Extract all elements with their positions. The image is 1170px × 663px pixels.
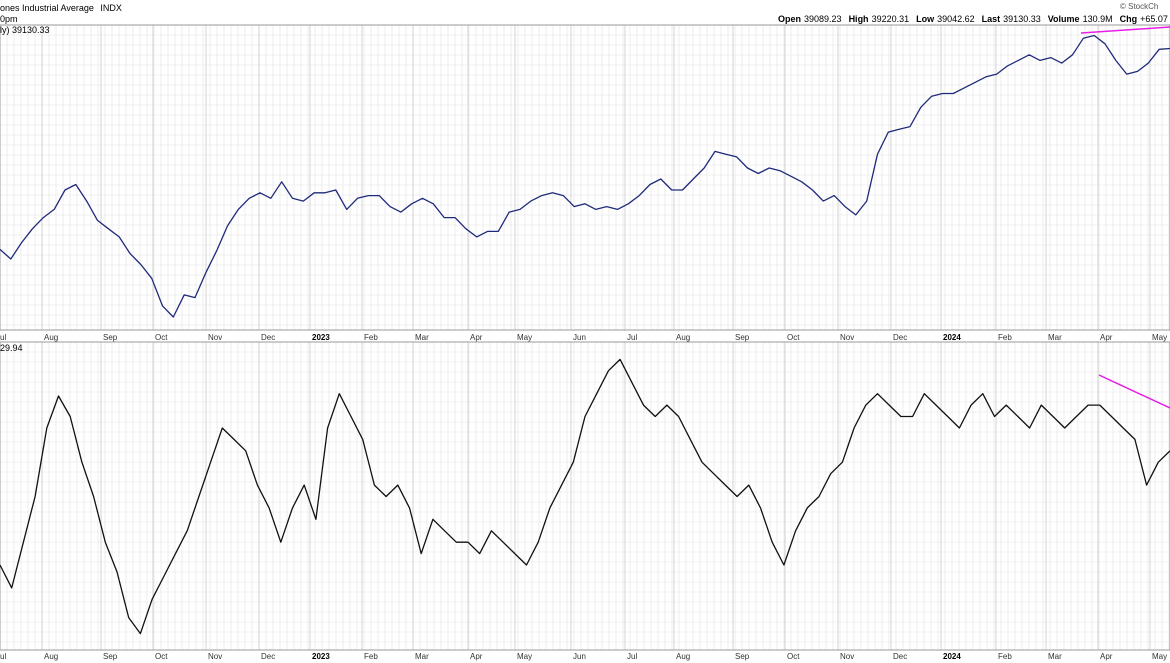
indicator-trendline (1098, 374, 1170, 409)
chart-time: 0pm (0, 14, 18, 24)
x-tick-label: Feb (998, 333, 1012, 342)
x-tick-label: Sep (735, 333, 750, 342)
ohlc-label: Last (982, 14, 1001, 24)
x-tick-label: Feb (364, 333, 378, 342)
x-tick-label: May (517, 333, 532, 342)
x-tick-label: ul (0, 333, 6, 342)
x-tick-label: 2024 (943, 652, 961, 661)
x-tick-label: Dec (893, 652, 907, 661)
x-tick-label: Feb (364, 652, 378, 661)
x-tick-label: 2023 (312, 652, 330, 661)
price-panel-grid (0, 25, 1170, 330)
ohlc-value: 39220.31 (872, 14, 910, 24)
chart-header: ones Industrial Average INDX © StockCh 0… (0, 2, 1170, 24)
x-tick-label: Jul (627, 652, 637, 661)
x-tick-label: Dec (261, 333, 275, 342)
ohlc-readout: Open 39089.23 High 39220.31 Low 39042.62 Last 3… (778, 14, 1170, 24)
indicator-panel-grid (0, 342, 1170, 650)
x-tick-label: Feb (998, 652, 1012, 661)
ohlc-label: Chg (1120, 14, 1138, 24)
x-tick-label: Aug (676, 333, 690, 342)
ohlc-label: Open (778, 14, 801, 24)
x-tick-label: ul (0, 652, 6, 661)
watermark: © StockCh (1120, 2, 1158, 11)
indicator-panel-frame (0, 341, 1170, 651)
x-tick-label: Nov (208, 652, 222, 661)
indicator-x-axis: ul Aug Sep Oct Nov Dec 2023 Feb Mar Apr May Jun Jul A… (0, 652, 1167, 661)
x-tick-label: Apr (470, 333, 483, 342)
exchange-code: INDX (100, 3, 122, 13)
ohlc-label: High (849, 14, 869, 24)
price-panel-frame (0, 24, 1170, 331)
x-tick-label: Aug (44, 333, 58, 342)
ohlc-value: +65.07 (+ (1140, 14, 1170, 24)
x-tick-label: Mar (415, 652, 429, 661)
x-tick-label: Dec (893, 333, 907, 342)
price-legend: ly) 39130.33 (0, 25, 50, 35)
indicator-legend: 29.94 (0, 343, 23, 353)
x-tick-label: May (1152, 652, 1167, 661)
x-tick-label: Jun (573, 652, 586, 661)
x-tick-label: Nov (840, 333, 854, 342)
x-tick-label: Aug (44, 652, 58, 661)
ohlc-value: 39130.33 (1003, 14, 1041, 24)
ohlc-value: 39089.23 (804, 14, 842, 24)
x-tick-label: Apr (1100, 652, 1113, 661)
x-tick-label: Aug (676, 652, 690, 661)
x-tick-label: Mar (415, 333, 429, 342)
x-tick-label: Sep (735, 652, 750, 661)
x-tick-label: Jun (573, 333, 586, 342)
x-tick-label: Nov (840, 652, 854, 661)
ohlc-value: 130.9M (1083, 14, 1113, 24)
x-tick-label: Apr (1100, 333, 1113, 342)
x-tick-label: 2023 (312, 333, 330, 342)
x-tick-label: Sep (103, 333, 118, 342)
x-tick-label: May (517, 652, 532, 661)
x-tick-label: Dec (261, 652, 275, 661)
x-tick-label: Mar (1048, 333, 1062, 342)
x-tick-label: Oct (787, 652, 800, 661)
indicator-series (0, 358, 1170, 635)
price-x-axis: ul Aug Sep Oct Nov Dec 2023 Feb Mar Apr May Jun Jul A… (0, 333, 1167, 342)
ohlc-label: Low (916, 14, 935, 24)
x-tick-label: 2024 (943, 333, 961, 342)
ohlc-value: 39042.62 (937, 14, 975, 24)
x-tick-label: Oct (155, 652, 168, 661)
price-series (0, 34, 1170, 318)
x-tick-label: Oct (787, 333, 800, 342)
x-tick-label: Apr (470, 652, 483, 661)
series-line (0, 34, 1170, 318)
x-tick-label: May (1152, 333, 1167, 342)
x-tick-label: Nov (208, 333, 222, 342)
x-tick-label: Mar (1048, 652, 1062, 661)
ohlc-label: Volume (1048, 14, 1080, 24)
symbol-title: ones Industrial Average INDX (0, 3, 122, 13)
x-tick-label: Oct (155, 333, 168, 342)
x-tick-label: Sep (103, 652, 118, 661)
x-tick-label: Jul (627, 333, 637, 342)
series-line (0, 358, 1170, 635)
price-trendline (1080, 26, 1170, 34)
